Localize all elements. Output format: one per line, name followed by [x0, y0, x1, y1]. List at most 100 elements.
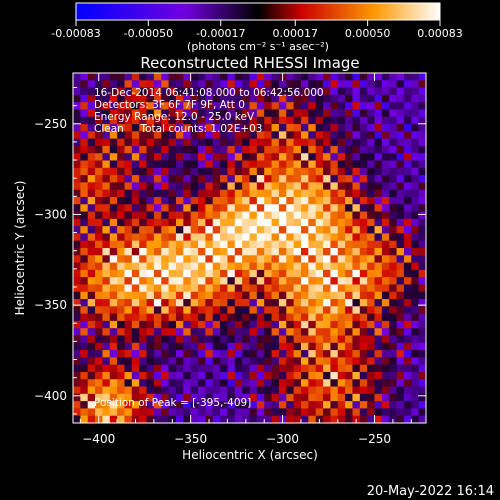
heatmap-cell [87, 320, 96, 329]
heatmap-cell [330, 255, 339, 264]
heatmap-cell [323, 291, 331, 300]
heatmap-cell [234, 313, 243, 322]
heatmap-cell [352, 364, 361, 373]
colorbar-tick-label: 0.00083 [417, 27, 463, 40]
heatmap-cell [396, 401, 405, 410]
heatmap-cell [418, 357, 426, 366]
heatmap-cell [345, 335, 354, 344]
heatmap-cell [131, 408, 140, 417]
heatmap-cell [256, 109, 265, 118]
heatmap-cell [403, 306, 412, 315]
heatmap-cell [242, 364, 251, 373]
heatmap-cell [95, 408, 104, 417]
heatmap-cell [198, 364, 206, 373]
heatmap-cell [242, 189, 251, 198]
heatmap-cell [124, 153, 133, 162]
heatmap-cell [234, 401, 243, 410]
heatmap-cell [109, 379, 118, 388]
heatmap-cell [168, 342, 177, 351]
heatmap-cell [124, 342, 133, 351]
heatmap-cell [264, 306, 273, 315]
heatmap-cell [367, 313, 376, 322]
heatmap-cell [183, 401, 192, 410]
colorbar-tick-label: -0.00083 [51, 27, 100, 40]
heatmap-cell [109, 299, 118, 307]
heatmap-cell [131, 145, 140, 154]
heatmap-cell [220, 313, 229, 322]
heatmap-cell [315, 204, 324, 213]
heatmap-cell [264, 328, 273, 337]
heatmap-cell [146, 364, 155, 373]
heatmap-cell [242, 87, 251, 96]
heatmap-cell [227, 131, 236, 140]
heatmap-cell [139, 94, 148, 103]
heatmap-cell [73, 401, 81, 410]
heatmap-cell [212, 189, 221, 198]
heatmap-cell [212, 415, 221, 423]
heatmap-cell [278, 284, 287, 293]
heatmap-cell [264, 248, 273, 256]
heatmap-cell [87, 364, 96, 373]
heatmap-cell [308, 350, 317, 358]
heatmap-cell [190, 248, 199, 256]
heatmap-cell [389, 182, 398, 191]
heatmap-cell [87, 415, 96, 423]
heatmap-cell [175, 109, 184, 118]
heatmap-cell [367, 299, 376, 307]
heatmap-cell [131, 248, 140, 256]
heatmap-cell [212, 393, 221, 402]
heatmap-cell [117, 350, 126, 358]
heatmap-cell [73, 80, 81, 89]
heatmap-cell [389, 73, 398, 81]
heatmap-cell [198, 328, 206, 337]
heatmap-cell [256, 284, 265, 293]
heatmap-cell [403, 335, 412, 344]
heatmap-cell [367, 80, 376, 89]
heatmap-cell [220, 350, 229, 358]
heatmap-cell [146, 145, 155, 154]
heatmap-cell [308, 284, 317, 293]
heatmap-cell [80, 269, 89, 278]
heatmap-cell [109, 94, 118, 103]
heatmap-cell [190, 357, 199, 366]
heatmap-cell [80, 248, 89, 256]
heatmap-cell [109, 160, 118, 169]
heatmap-cell [87, 401, 96, 410]
heatmap-cell [396, 80, 405, 89]
heatmap-cell [124, 124, 133, 132]
heatmap-cell [183, 182, 192, 191]
heatmap-cell [418, 109, 426, 118]
heatmap-cell [352, 102, 361, 111]
heatmap-cell [161, 313, 170, 322]
heatmap-cell [227, 386, 236, 395]
heatmap-cell [109, 80, 118, 89]
heatmap-cell [396, 182, 405, 191]
heatmap-cell [139, 248, 148, 256]
heatmap-cell [264, 131, 273, 140]
heatmap-cell [153, 371, 162, 380]
heatmap-cell [73, 211, 81, 220]
heatmap-cell [80, 320, 89, 329]
heatmap-cell [337, 204, 346, 213]
heatmap-cell [220, 248, 229, 256]
heatmap-cell [153, 248, 162, 256]
heatmap-cell [102, 109, 111, 118]
heatmap-cell [315, 342, 324, 351]
heatmap-cell [337, 364, 346, 373]
heatmap-cell [374, 80, 383, 89]
heatmap-cell [264, 153, 273, 162]
heatmap-cell [242, 328, 251, 337]
heatmap-cell [190, 167, 199, 176]
heatmap-cell [381, 167, 390, 176]
heatmap-cell [168, 109, 177, 118]
heatmap-cell [87, 277, 96, 286]
heatmap-cell [212, 240, 221, 249]
heatmap-cell [337, 299, 346, 307]
heatmap-cell [73, 153, 81, 162]
heatmap-cell [109, 218, 118, 227]
heatmap-cell [80, 182, 89, 191]
heatmap-cell [315, 240, 324, 249]
heatmap-cell [109, 371, 118, 380]
heatmap-cell [175, 233, 184, 242]
heatmap-cell [227, 167, 236, 176]
